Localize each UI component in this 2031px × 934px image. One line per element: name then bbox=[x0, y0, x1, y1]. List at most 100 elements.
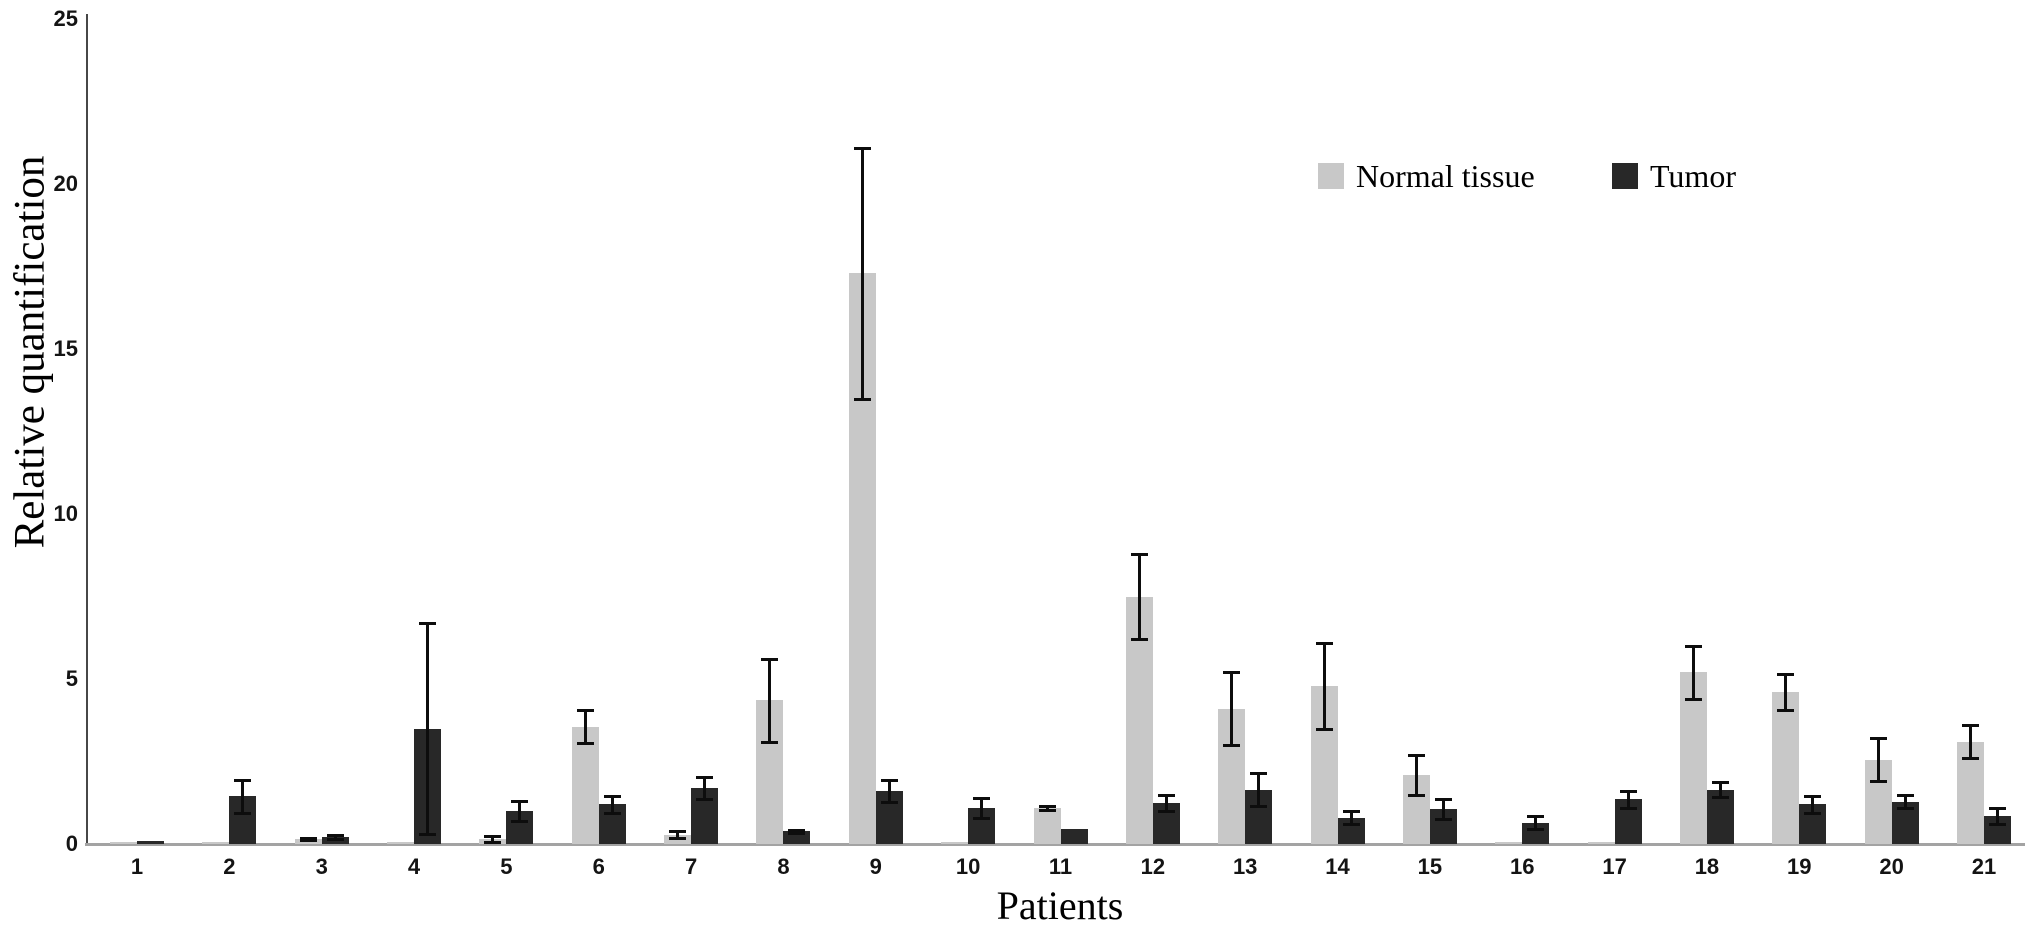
error-bar-normal-p12 bbox=[1137, 553, 1141, 640]
error-bar-normal-p20 bbox=[1876, 738, 1880, 782]
x-tick-patient-4: 4 bbox=[407, 854, 421, 879]
bar-normal-p11 bbox=[1033, 807, 1061, 844]
error-cap-top-normal-p20 bbox=[1869, 737, 1887, 741]
error-bar-normal-p6 bbox=[583, 710, 587, 744]
error-cap-top-tumor-p3 bbox=[326, 833, 344, 837]
error-cap-bottom-tumor-p18 bbox=[1711, 795, 1729, 799]
x-tick-patient-14: 14 bbox=[1325, 854, 1350, 879]
error-cap-top-normal-p3 bbox=[299, 836, 317, 840]
error-cap-bottom-normal-p13 bbox=[1223, 744, 1241, 747]
error-cap-top-tumor-p7 bbox=[696, 776, 714, 779]
error-bar-tumor-p2 bbox=[241, 779, 245, 813]
error-bar-normal-p19 bbox=[1784, 674, 1788, 711]
error-cap-top-normal-p13 bbox=[1223, 671, 1241, 675]
x-tick-patient-7: 7 bbox=[684, 854, 698, 879]
error-cap-bottom-normal-p6 bbox=[576, 742, 594, 746]
error-cap-bottom-tumor-p10 bbox=[973, 816, 991, 820]
x-axis-line bbox=[85, 843, 2025, 846]
y-tick-10: 10 bbox=[53, 501, 78, 526]
error-cap-top-tumor-p12 bbox=[1157, 793, 1175, 797]
error-cap-bottom-tumor-p15 bbox=[1434, 818, 1452, 822]
y-tick-0: 0 bbox=[65, 831, 78, 856]
x-tick-patient-21: 21 bbox=[1971, 854, 1997, 879]
legend-item-normal-tissue: Normal tissue bbox=[1318, 158, 1535, 194]
bar-normal-p18 bbox=[1679, 672, 1707, 844]
x-tick-patient-9: 9 bbox=[869, 854, 882, 879]
error-cap-bottom-normal-p21 bbox=[1962, 757, 1979, 761]
x-tick-patient-12: 12 bbox=[1140, 854, 1166, 879]
error-cap-bottom-tumor-p17 bbox=[1619, 806, 1637, 810]
error-cap-bottom-normal-p3 bbox=[299, 839, 317, 843]
error-cap-top-normal-p18 bbox=[1684, 645, 1702, 648]
error-cap-bottom-tumor-p9 bbox=[880, 801, 898, 805]
error-bar-normal-p7 bbox=[676, 831, 680, 839]
error-cap-top-normal-p12 bbox=[1130, 552, 1148, 556]
error-bar-normal-p8 bbox=[768, 659, 772, 742]
legend-label-tumor: Tumor bbox=[1650, 158, 1736, 194]
error-bar-normal-p15 bbox=[1414, 754, 1418, 795]
error-cap-bottom-normal-p12 bbox=[1130, 638, 1148, 642]
error-cap-bottom-normal-p15 bbox=[1407, 793, 1425, 797]
x-tick-patient-6: 6 bbox=[592, 854, 605, 879]
x-tick-patient-20: 20 bbox=[1879, 854, 1904, 879]
error-cap-bottom-normal-p18 bbox=[1684, 697, 1702, 701]
error-cap-bottom-tumor-p19 bbox=[1804, 811, 1822, 815]
error-bar-tumor-p19 bbox=[1811, 796, 1815, 813]
error-bar-tumor-p16 bbox=[1534, 815, 1538, 830]
error-bar-tumor-p17 bbox=[1626, 791, 1630, 808]
error-cap-top-tumor-p10 bbox=[973, 796, 991, 800]
x-tick-patient-11: 11 bbox=[1048, 854, 1073, 879]
error-cap-top-tumor-p15 bbox=[1434, 798, 1452, 802]
error-cap-top-tumor-p13 bbox=[1250, 772, 1268, 776]
y-axis-line bbox=[86, 14, 88, 846]
error-cap-bottom-normal-p5 bbox=[484, 841, 502, 845]
error-cap-bottom-normal-p20 bbox=[1869, 780, 1887, 784]
error-cap-bottom-tumor-p2 bbox=[234, 811, 252, 815]
error-cap-top-normal-p7 bbox=[669, 830, 687, 834]
bar-normal-p10 bbox=[941, 842, 969, 844]
error-cap-bottom-tumor-p13 bbox=[1250, 805, 1268, 809]
error-cap-top-tumor-p5 bbox=[511, 800, 529, 804]
bar-tumor-p16 bbox=[1522, 822, 1550, 844]
error-bar-tumor-p21 bbox=[1996, 807, 1999, 825]
error-cap-top-tumor-p20 bbox=[1896, 794, 1914, 798]
y-tick-5: 5 bbox=[65, 666, 78, 691]
error-cap-bottom-normal-p7 bbox=[669, 837, 687, 841]
x-axis-title: Patients bbox=[996, 883, 1124, 928]
error-cap-bottom-normal-p9 bbox=[853, 397, 871, 401]
error-bar-tumor-p20 bbox=[1903, 795, 1907, 809]
error-cap-bottom-tumor-p3 bbox=[326, 837, 344, 841]
error-cap-bottom-tumor-p4 bbox=[419, 833, 437, 837]
bar-normal-p4 bbox=[387, 842, 415, 844]
bar-tumor-p11 bbox=[1060, 829, 1088, 844]
bar-normal-p17 bbox=[1587, 842, 1615, 844]
error-bar-tumor-p12 bbox=[1164, 794, 1168, 811]
x-tick-patient-16: 16 bbox=[1510, 854, 1535, 879]
error-cap-top-tumor-p4 bbox=[419, 621, 437, 625]
error-bar-tumor-p15 bbox=[1441, 799, 1445, 820]
x-tick-patient-5: 5 bbox=[500, 854, 513, 879]
x-tick-patient-8: 8 bbox=[777, 854, 790, 879]
y-tick-25: 25 bbox=[53, 6, 78, 31]
error-cap-top-normal-p11 bbox=[1038, 804, 1056, 808]
error-bar-normal-p21 bbox=[1969, 725, 1972, 759]
error-cap-top-normal-p9 bbox=[853, 146, 871, 150]
error-cap-top-tumor-p18 bbox=[1711, 781, 1729, 785]
error-cap-top-normal-p14 bbox=[1315, 641, 1333, 645]
error-cap-bottom-tumor-p21 bbox=[1989, 823, 2006, 827]
error-cap-top-tumor-p21 bbox=[1989, 806, 2006, 810]
error-bar-tumor-p5 bbox=[518, 801, 522, 821]
tumor-swatch-icon bbox=[1612, 163, 1638, 189]
error-cap-top-normal-p6 bbox=[576, 709, 594, 713]
error-cap-top-tumor-p19 bbox=[1804, 795, 1822, 799]
legend-item-tumor: Tumor bbox=[1612, 158, 1736, 194]
error-bar-tumor-p4 bbox=[426, 622, 430, 835]
error-cap-top-tumor-p8 bbox=[788, 828, 806, 832]
error-bar-tumor-p13 bbox=[1257, 773, 1261, 807]
error-bar-tumor-p18 bbox=[1718, 782, 1722, 797]
x-tick-patient-15: 15 bbox=[1417, 854, 1443, 879]
legend-label-normal-tissue: Normal tissue bbox=[1356, 158, 1535, 194]
bar-normal-p1 bbox=[110, 842, 137, 844]
error-cap-bottom-normal-p8 bbox=[761, 740, 779, 744]
